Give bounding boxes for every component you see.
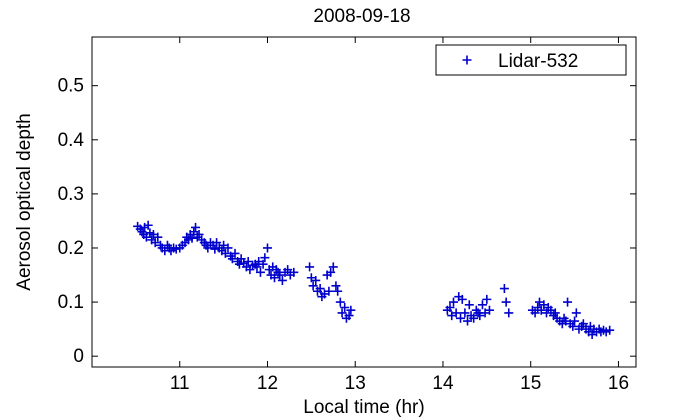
legend-marker-plus: [462, 55, 472, 65]
data-point: [463, 316, 473, 326]
data-point: [227, 254, 237, 264]
data-point: [331, 281, 341, 291]
y-tick-label: 0.5: [58, 76, 84, 97]
data-point: [482, 294, 492, 304]
y-tick-label: 0.3: [58, 184, 84, 205]
data-point: [191, 222, 201, 232]
data-point: [501, 297, 511, 307]
data-point: [536, 305, 546, 315]
legend-plus-mark: [462, 55, 472, 65]
data-point: [333, 286, 343, 296]
data-point: [230, 248, 240, 258]
data-point: [210, 244, 220, 254]
data-point: [203, 243, 213, 253]
y-tick-label: 0.2: [58, 238, 84, 259]
data-point: [530, 308, 540, 318]
data-point: [289, 267, 299, 277]
data-point: [578, 319, 588, 329]
data-point: [457, 294, 467, 304]
plot-area: [91, 36, 637, 368]
data-point: [445, 302, 455, 312]
data-point: [504, 308, 514, 318]
data-point: [258, 259, 268, 269]
data-point: [223, 243, 233, 253]
data-point: [571, 308, 581, 318]
data-point: [550, 308, 560, 318]
data-point: [311, 275, 321, 285]
data-point: [305, 262, 315, 272]
data-point: [194, 229, 204, 239]
data-point: [220, 248, 230, 258]
legend-label: Lidar-532: [498, 51, 578, 72]
data-point: [212, 238, 222, 248]
y-axis-label: Aerosol optical depth: [14, 113, 35, 290]
data-point: [477, 300, 487, 310]
legend: Lidar-532: [435, 44, 627, 76]
data-point: [150, 238, 160, 248]
data-point: [568, 321, 578, 331]
data-point: [234, 259, 244, 269]
y-tick-label: 0.4: [58, 130, 85, 151]
data-point: [570, 316, 580, 326]
data-point: [448, 297, 458, 307]
data-point: [605, 325, 615, 335]
x-tick-label: 13: [345, 373, 366, 394]
data-point: [464, 300, 474, 310]
data-point: [315, 284, 325, 294]
data-point: [275, 270, 285, 280]
data-point: [260, 253, 270, 263]
x-tick-label: 11: [170, 373, 190, 394]
data-point: [143, 220, 153, 230]
x-tick-label: 16: [608, 373, 629, 394]
x-axis-label: Local time (hr): [303, 397, 424, 418]
data-point: [346, 305, 356, 315]
data-point: [153, 232, 163, 242]
data-point: [252, 262, 262, 272]
data-point: [451, 308, 461, 318]
data-point: [499, 284, 509, 294]
data-point: [344, 311, 354, 321]
data-point: [456, 313, 466, 323]
data-point: [262, 243, 272, 253]
data-point: [189, 227, 199, 237]
x-tick-label: 14: [432, 373, 454, 394]
data-point: [283, 265, 293, 275]
data-point: [326, 267, 336, 277]
data-point: [324, 286, 334, 296]
y-tick-label: 0.1: [58, 292, 84, 313]
data-point: [460, 308, 470, 318]
data-point: [328, 262, 338, 272]
data-point: [255, 267, 265, 277]
data-point: [563, 297, 573, 307]
data-point: [484, 305, 494, 315]
data-point: [277, 275, 287, 285]
chart-title: 2008-09-18: [313, 6, 410, 27]
data-point: [340, 302, 350, 312]
data-point: [308, 281, 318, 291]
data-point: [335, 297, 345, 307]
data-points: [133, 220, 615, 340]
y-tick-label: 0: [73, 346, 84, 367]
data-point: [187, 233, 197, 243]
data-point: [475, 311, 485, 321]
data-point: [270, 273, 280, 283]
axis-ticks: 11 12 13 14 15 16 0 0.1 0.2 0.3 0.4 0.5: [58, 37, 636, 394]
data-point: [337, 308, 347, 318]
x-tick-label: 12: [257, 373, 278, 394]
data-point: [469, 313, 479, 323]
x-tick-label: 15: [520, 373, 541, 394]
